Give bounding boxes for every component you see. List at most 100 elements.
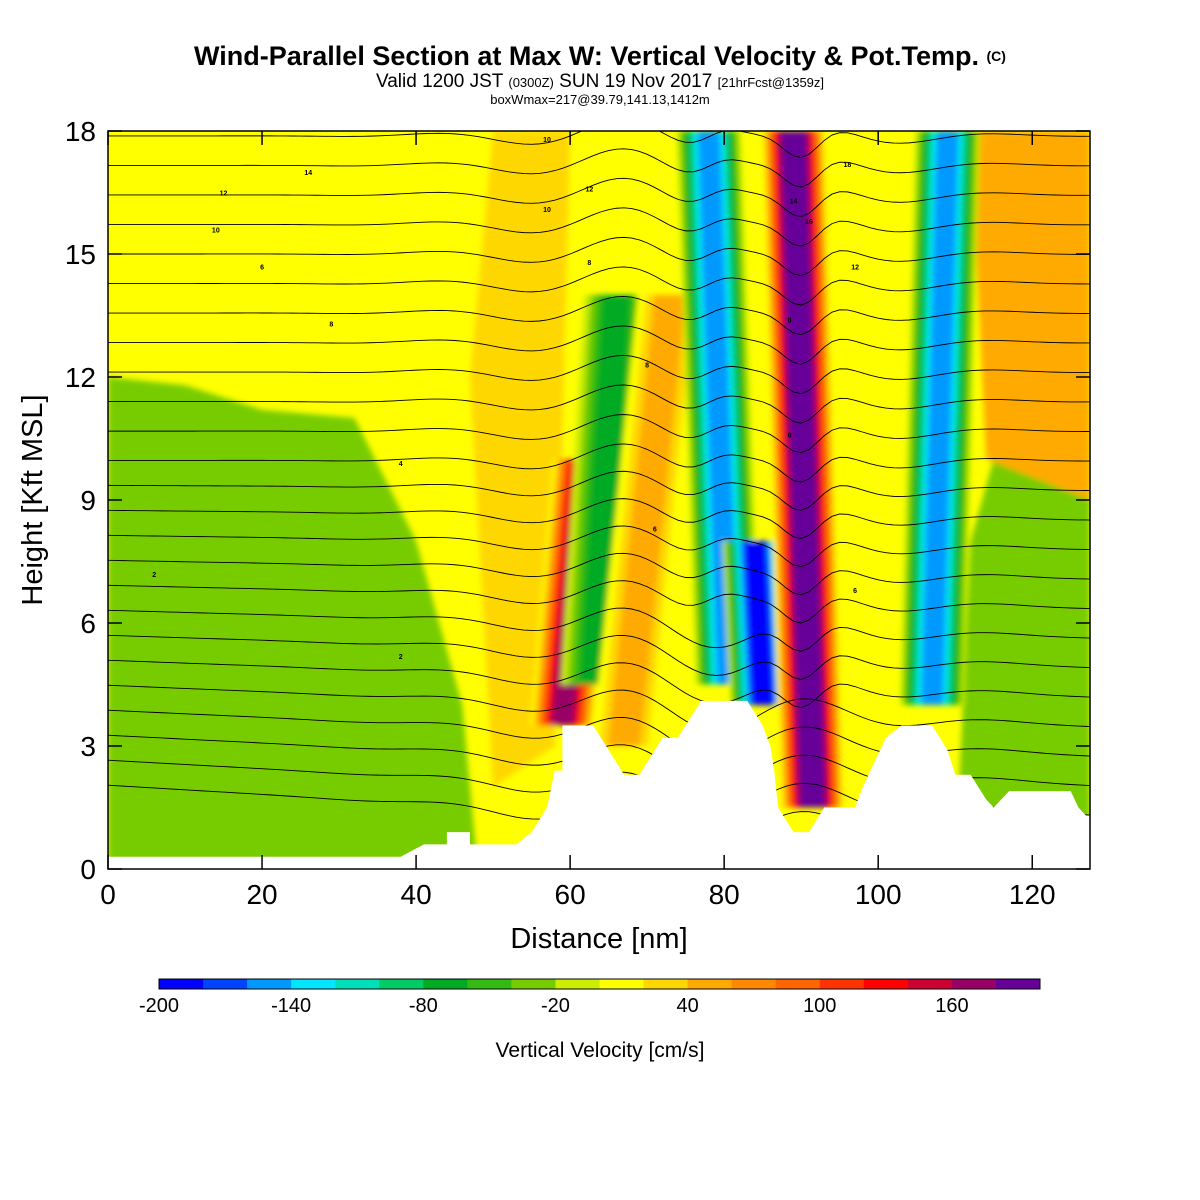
y-tick-label: 3 xyxy=(80,731,96,762)
y-tick-label: 18 xyxy=(65,116,96,147)
weak-updraft-region xyxy=(970,131,1090,500)
theta-contour xyxy=(108,607,1090,652)
colorbar-tick-label: 40 xyxy=(676,995,698,1017)
contour-label: 2 xyxy=(152,572,156,579)
contour-label: 12 xyxy=(220,191,228,198)
x-tick-label: 120 xyxy=(1009,879,1056,910)
colorbar-tick-label: -80 xyxy=(409,995,438,1017)
x-axis-label: Distance [nm] xyxy=(510,923,687,955)
theta-contour xyxy=(108,355,1090,395)
theta-contour xyxy=(108,236,1090,277)
contour-label: 6 xyxy=(788,432,792,439)
colorbar-swatch xyxy=(291,979,336,989)
contour-label: 14 xyxy=(790,199,798,206)
plot-area: 14 12 10 6 8 4 2 2 10 12 10 8 8 6 14 16 18 12 8 6 6 xyxy=(108,90,1094,869)
contour-label: 6 xyxy=(853,588,857,595)
contour-labels: 14 12 10 6 8 4 2 2 10 12 10 8 8 6 14 16 18 12 8 6 6 xyxy=(152,137,859,661)
colorbar-swatch xyxy=(159,979,204,989)
contour-label: 6 xyxy=(260,264,264,271)
theta-contour xyxy=(108,177,1090,218)
theta-contour xyxy=(108,90,1094,128)
contour-label: 2 xyxy=(399,654,403,661)
downdraft-band xyxy=(744,541,773,705)
valid-prefix: Valid 1200 JST xyxy=(375,71,504,92)
colorbar-swatch xyxy=(863,979,909,989)
y-tick-label: 0 xyxy=(80,854,96,885)
theta-contour xyxy=(108,207,1090,247)
x-tick-label: 40 xyxy=(401,879,432,910)
contour-label: 12 xyxy=(851,264,859,271)
chart-title: Wind-Parallel Section at Max W: Vertical… xyxy=(0,40,1200,72)
contour-label: 8 xyxy=(788,318,792,325)
theta-contour xyxy=(108,295,1090,336)
updraft-band xyxy=(608,295,687,746)
valid-date: SUN 19 Nov 2017 xyxy=(559,71,713,92)
theta-contour xyxy=(108,443,1090,483)
contour-label: 10 xyxy=(212,227,220,234)
contour-label: 10 xyxy=(543,207,551,214)
contour-label: 8 xyxy=(587,260,591,267)
colorbar-swatch xyxy=(907,979,953,989)
theta-contour xyxy=(108,266,1090,306)
y-tick-label: 9 xyxy=(80,485,96,516)
colorbar-swatch xyxy=(687,979,733,989)
chart-title-block: Wind-Parallel Section at Max W: Vertical… xyxy=(0,40,1200,107)
chart-title-text: Wind-Parallel Section at Max W: Vertical… xyxy=(194,41,979,71)
contour-label: 4 xyxy=(399,461,403,468)
y-tick-label: 6 xyxy=(80,608,96,639)
colorbar-frame xyxy=(158,978,1041,990)
colorbar-swatch xyxy=(951,979,997,989)
contour-label: 8 xyxy=(329,322,333,329)
theta-contour xyxy=(108,525,1090,568)
theta-contour xyxy=(108,325,1090,365)
colorbar-swatch xyxy=(511,979,556,989)
x-tick-label: 80 xyxy=(709,879,740,910)
contour-label: 16 xyxy=(805,219,813,226)
copyright-mark: (C) xyxy=(986,48,1006,64)
colorbar-swatch xyxy=(203,979,248,989)
contour-label: 18 xyxy=(843,162,851,169)
contour-label: 12 xyxy=(585,186,593,193)
theta-contour xyxy=(108,414,1090,454)
forecast-info: [21hrFcst@1359z] xyxy=(717,75,825,90)
theta-contour xyxy=(108,634,1090,680)
contour-label: 8 xyxy=(645,363,649,370)
theta-contour xyxy=(108,498,1090,539)
colorbar-tick-label: -200 xyxy=(139,995,179,1017)
contour-label: 10 xyxy=(543,137,551,144)
colorbar-swatch xyxy=(423,979,468,989)
chart-valid-time: Valid 1200 JST (0300Z) SUN 19 Nov 2017 [… xyxy=(0,72,1200,93)
x-tick-label: 100 xyxy=(855,879,902,910)
x-tick-label: 20 xyxy=(246,879,277,910)
x-tick-label: 0 xyxy=(100,879,116,910)
colorbar-swatch xyxy=(995,979,1041,989)
x-axis-ticks: 0 20 40 60 80 100 120 xyxy=(100,131,1056,910)
colorbar-swatch xyxy=(247,979,292,989)
colorbar-swatch xyxy=(379,979,424,989)
terrain-mask xyxy=(108,700,1090,869)
valid-utc: (0300Z) xyxy=(508,75,554,90)
updraft-band xyxy=(783,131,823,808)
theta-contour xyxy=(108,470,1090,511)
y-axis-label: Height [Kft MSL] xyxy=(17,394,49,605)
theta-contour xyxy=(108,384,1090,424)
weak-downdraft-region xyxy=(955,377,1090,869)
colorbar-tick-labels: -200 -140 -80 -20 40 100 160 xyxy=(139,995,969,1017)
colorbar-swatch xyxy=(467,979,512,989)
contour-label: 14 xyxy=(304,170,312,177)
theta-contour xyxy=(108,580,1090,624)
weak-downdraft-region xyxy=(108,377,478,869)
theta-contour xyxy=(108,131,1090,158)
colorbar-swatch xyxy=(599,979,645,989)
x-tick-label: 60 xyxy=(555,879,586,910)
colorbar-swatch xyxy=(335,979,380,989)
theta-contour xyxy=(108,552,1090,596)
colorbar-label: Vertical Velocity [cm/s] xyxy=(496,1039,705,1062)
colorbar xyxy=(158,978,1041,990)
theta-contour xyxy=(108,659,1090,709)
boxmax-info: boxWmax=217@39.79,141.13,1412m xyxy=(490,92,710,107)
y-tick-label: 15 xyxy=(65,239,96,270)
colorbar-swatch xyxy=(643,979,689,989)
downdraft-band xyxy=(921,131,959,705)
